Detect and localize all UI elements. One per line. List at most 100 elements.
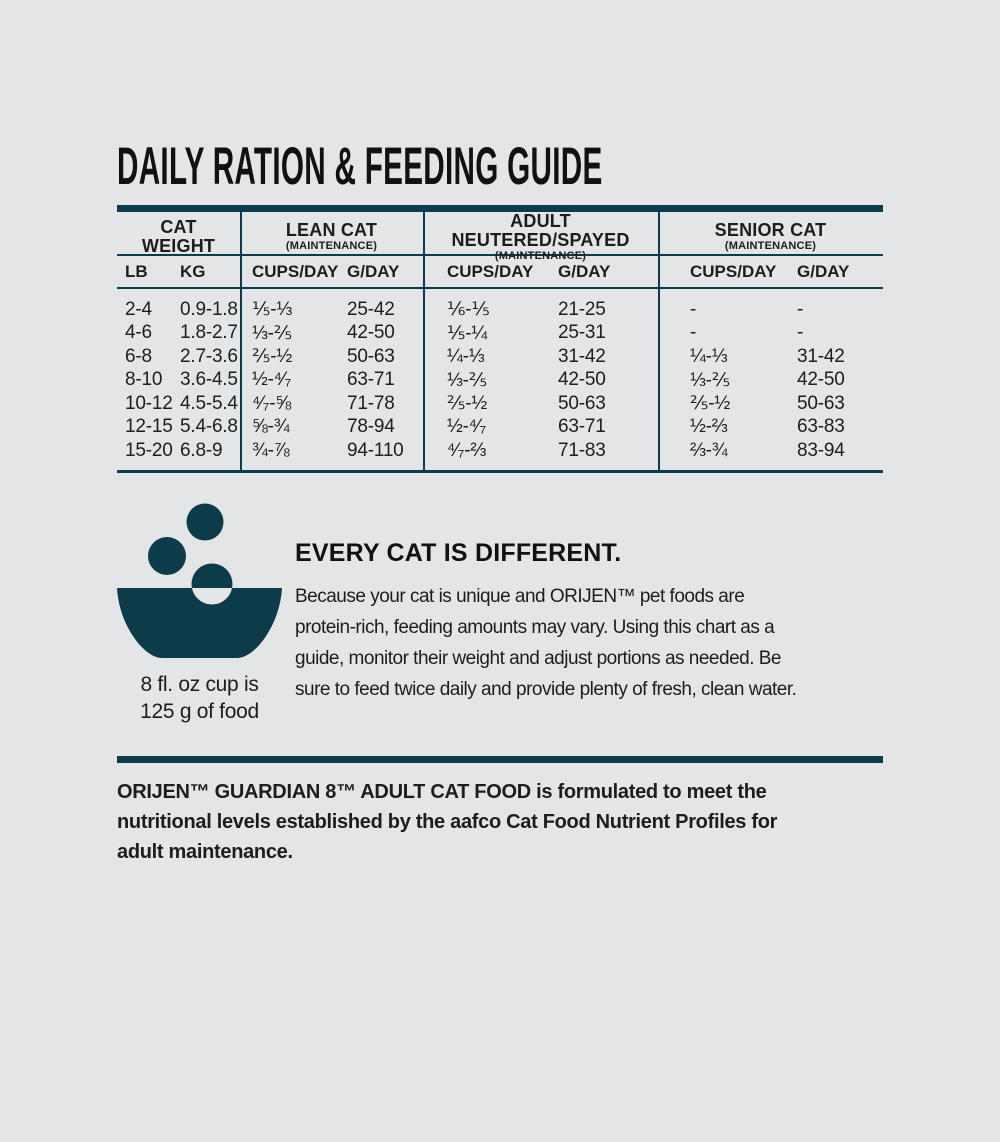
- food-bowl-icon: [117, 503, 282, 662]
- cup-note-line: 125 g of food: [140, 699, 259, 723]
- note-heading: EVERY CAT IS DIFFERENT.: [295, 538, 622, 567]
- table-cell: 50-63: [347, 345, 395, 367]
- table-cell: 42-50: [797, 369, 845, 391]
- table-cell: ⅖-½: [690, 393, 730, 415]
- table-cell: 0.9-1.8: [180, 298, 238, 320]
- subheader-kg: KG: [180, 261, 206, 281]
- group-header-adult-neutered: ADULT NEUTERED/SPAYED (MAINTENANCE): [423, 212, 658, 262]
- table-cell: 71-78: [347, 392, 395, 414]
- table-divider: [658, 212, 660, 473]
- table-cell: 2-4: [125, 298, 152, 320]
- table-cell: 6.8-9: [180, 439, 223, 461]
- table-top-bar: [117, 205, 883, 212]
- group-title: CAT WEIGHT: [141, 216, 216, 256]
- table-cell: 25-31: [558, 322, 606, 344]
- note-section: 8 fl. oz cup is 125 g of food EVERY CAT …: [117, 503, 883, 725]
- note-body-line: protein-rich, feeding amounts may vary. …: [295, 616, 775, 638]
- table-cell: ½-⅔: [690, 416, 728, 438]
- table-cell: ⅖-½: [252, 346, 292, 368]
- table-cell: 63-71: [347, 369, 395, 391]
- table-cell: ⅕-¼: [447, 322, 487, 344]
- table-row: 8-10 3.6-4.5 ½-⁴⁄₇ 63-71 ⅓-⅖ 42-50 ⅓-⅖ 4…: [117, 369, 883, 393]
- group-subtitle: (MAINTENANCE): [724, 240, 817, 253]
- table-cell: ½-⁴⁄₇: [447, 416, 487, 438]
- table-cell: 94-110: [347, 439, 404, 461]
- group-title: LEAN CAT: [285, 220, 378, 241]
- table-cell: 83-94: [797, 439, 845, 461]
- cup-measure-block: 8 fl. oz cup is 125 g of food: [117, 503, 282, 725]
- group-subtitle: (MAINTENANCE): [285, 240, 378, 253]
- feeding-table: CAT WEIGHT LEAN CAT (MAINTENANCE) ADULT …: [117, 205, 883, 473]
- table-cell: 42-50: [347, 322, 395, 344]
- table-cell: 1.8-2.7: [180, 322, 238, 344]
- table-row: 15-20 6.8-9 ¾-⅞ 94-110 ⁴⁄₇-⅔ 71-83 ⅔-¾ 8…: [117, 439, 883, 463]
- table-cell: 3.6-4.5: [180, 369, 238, 391]
- table-cell: -: [690, 322, 697, 344]
- table-cell: ¼-⅓: [690, 345, 728, 367]
- table-cell: ¼-⅓: [447, 345, 485, 367]
- table-cell: -: [797, 298, 804, 320]
- table-cell: 15-20: [125, 439, 173, 461]
- table-cell: 42-50: [558, 369, 606, 391]
- table-cell: 10-12: [125, 392, 173, 414]
- table-cell: 50-63: [558, 392, 606, 414]
- subheader-cups: CUPS/DAY: [447, 261, 534, 281]
- aafco-statement-line: adult maintenance.: [117, 840, 293, 863]
- table-cell: 31-42: [558, 345, 606, 367]
- note-text-block: EVERY CAT IS DIFFERENT. Because your cat…: [295, 503, 797, 725]
- table-cell: 2.7-3.6: [180, 345, 238, 367]
- table-cell: ⅙-⅕: [447, 299, 490, 321]
- table-cell: 21-25: [558, 298, 606, 320]
- cup-size-note: 8 fl. oz cup is 125 g of food: [117, 671, 282, 725]
- table-cell: ⅓-⅖: [252, 322, 292, 344]
- table-cell: 6-8: [125, 345, 152, 367]
- subheader-g: G/DAY: [558, 261, 611, 281]
- table-body: 2-4 0.9-1.8 ⅕-⅓ 25-42 ⅙-⅕ 21-25 - - 4-6 …: [117, 289, 883, 473]
- group-subtitle: (MAINTENANCE): [494, 249, 587, 262]
- aafco-statement: ORIJEN™ GUARDIAN 8™ ADULT CAT FOOD is fo…: [117, 777, 883, 867]
- table-subheader-row: LB KG CUPS/DAY G/DAY CUPS/DAY G/DAY CUPS…: [117, 256, 883, 289]
- table-cell: 8-10: [125, 369, 163, 391]
- group-title: ADULT NEUTERED/SPAYED: [451, 211, 630, 250]
- table-cell: 71-83: [558, 439, 606, 461]
- note-body: Because your cat is unique and ORIJEN™ p…: [295, 581, 797, 705]
- table-cell: ⅓-⅖: [447, 369, 487, 391]
- subheader-cups: CUPS/DAY: [252, 261, 339, 281]
- table-cell: 12-15: [125, 416, 173, 438]
- table-cell: 78-94: [347, 416, 395, 438]
- group-header-lean-cat: LEAN CAT (MAINTENANCE): [240, 212, 423, 262]
- table-cell: ⅖-½: [447, 393, 487, 415]
- aafco-statement-line: ORIJEN™ GUARDIAN 8™ ADULT CAT FOOD is fo…: [117, 780, 767, 803]
- table-cell: ½-⁴⁄₇: [252, 369, 292, 391]
- table-row: 12-15 5.4-6.8 ⅝-¾ 78-94 ½-⁴⁄₇ 63-71 ½-⅔ …: [117, 416, 883, 440]
- table-cell: 63-83: [797, 416, 845, 438]
- table-row: 2-4 0.9-1.8 ⅕-⅓ 25-42 ⅙-⅕ 21-25 - -: [117, 298, 883, 322]
- table-cell: ⅝-¾: [252, 416, 290, 438]
- table-cell: 4-6: [125, 322, 152, 344]
- group-header-cat-weight: CAT WEIGHT: [117, 212, 240, 262]
- group-header-senior-cat: SENIOR CAT (MAINTENANCE): [658, 212, 883, 262]
- table-cell: ⅕-⅓: [252, 299, 292, 321]
- group-title: SENIOR CAT: [714, 220, 827, 241]
- table-cell: 25-42: [347, 298, 395, 320]
- subheader-g: G/DAY: [797, 261, 850, 281]
- subheader-cups: CUPS/DAY: [690, 261, 777, 281]
- table-divider: [423, 212, 425, 473]
- table-row: 10-12 4.5-5.4 ⁴⁄₇-⅝ 71-78 ⅖-½ 50-63 ⅖-½ …: [117, 392, 883, 416]
- note-body-line: sure to feed twice daily and provide ple…: [295, 678, 797, 700]
- table-cell: 5.4-6.8: [180, 416, 238, 438]
- cup-note-line: 8 fl. oz cup is: [140, 672, 259, 696]
- table-cell: ¾-⅞: [252, 439, 290, 461]
- table-cell: 50-63: [797, 392, 845, 414]
- table-cell: 63-71: [558, 416, 606, 438]
- subheader-g: G/DAY: [347, 261, 400, 281]
- note-body-line: Because your cat is unique and ORIJEN™ p…: [295, 585, 745, 607]
- table-row: 6-8 2.7-3.6 ⅖-½ 50-63 ¼-⅓ 31-42 ¼-⅓ 31-4…: [117, 345, 883, 369]
- table-divider: [240, 212, 242, 473]
- table-cell: -: [797, 322, 804, 344]
- feeding-guide-page: DAILY RATION & FEEDING GUIDE CAT WEIGHT …: [117, 140, 883, 867]
- table-cell: ⁴⁄₇-⅝: [252, 392, 292, 414]
- subheader-lb: LB: [125, 261, 148, 281]
- table-cell: 4.5-5.4: [180, 392, 238, 414]
- table-cell: ⅔-¾: [690, 439, 728, 461]
